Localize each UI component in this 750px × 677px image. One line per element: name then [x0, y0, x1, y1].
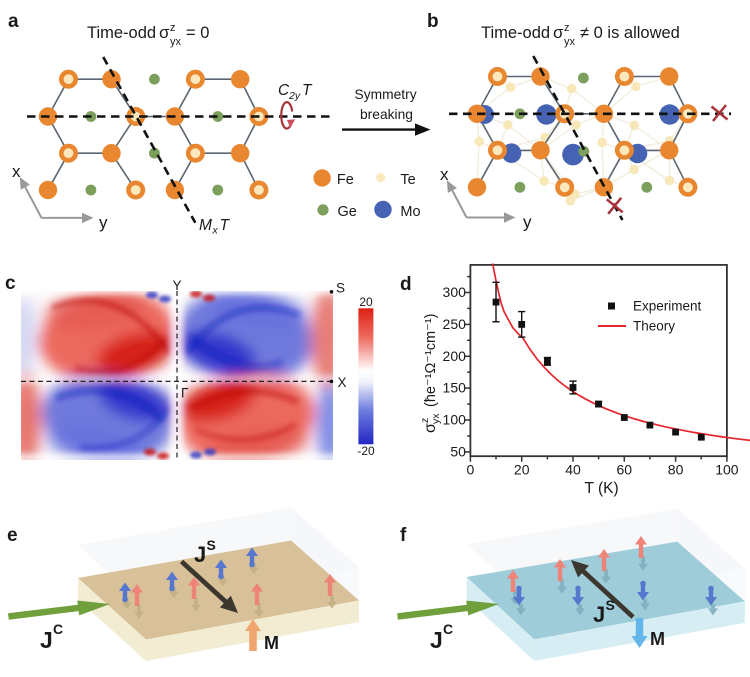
svg-text:breaking: breaking	[360, 107, 413, 122]
svg-text:yx: yx	[170, 36, 182, 48]
svg-text:80: 80	[668, 462, 684, 478]
svg-text:σ: σ	[159, 23, 170, 42]
svg-text:c: c	[5, 273, 16, 294]
svg-text:S: S	[606, 597, 615, 613]
svg-text:X: X	[338, 375, 347, 390]
svg-text:x: x	[440, 165, 449, 184]
svg-text:Experiment: Experiment	[633, 299, 702, 314]
svg-text:y: y	[99, 213, 108, 232]
svg-text:100: 100	[443, 412, 467, 428]
svg-text:Time-odd: Time-odd	[481, 24, 550, 42]
svg-text:z: z	[170, 22, 176, 34]
svg-text:z: z	[419, 418, 431, 423]
svg-text:-20: -20	[357, 444, 375, 458]
svg-text:100: 100	[715, 462, 739, 478]
svg-text:b: b	[427, 11, 439, 32]
svg-text:60: 60	[617, 462, 633, 478]
svg-text:Te: Te	[400, 172, 415, 188]
svg-text:x: x	[212, 225, 219, 237]
svg-text:M: M	[650, 629, 665, 649]
svg-text:(ħe⁻¹Ω⁻¹cm⁻¹): (ħe⁻¹Ω⁻¹cm⁻¹)	[423, 314, 439, 407]
svg-text:J: J	[40, 627, 53, 653]
svg-text:Time-odd: Time-odd	[87, 24, 156, 42]
svg-text:Mo: Mo	[400, 204, 420, 220]
svg-text:C: C	[278, 82, 290, 99]
svg-text:200: 200	[443, 348, 467, 364]
svg-text:yx: yx	[430, 413, 442, 424]
svg-text:0: 0	[467, 462, 475, 478]
svg-text:= 0: = 0	[186, 24, 209, 42]
svg-text:M: M	[264, 633, 279, 653]
svg-text:20: 20	[514, 462, 530, 478]
svg-text:yx: yx	[564, 36, 576, 48]
svg-text:Γ: Γ	[181, 386, 189, 401]
svg-text:Ge: Ge	[338, 204, 357, 220]
svg-text:Fe: Fe	[337, 172, 354, 188]
svg-text:z: z	[564, 22, 570, 34]
svg-text:C: C	[443, 621, 453, 637]
svg-text:f: f	[400, 525, 407, 546]
svg-text:300: 300	[443, 284, 467, 300]
svg-text:y: y	[523, 213, 532, 232]
svg-text:S: S	[336, 281, 345, 296]
svg-text:J: J	[194, 542, 206, 567]
svg-text:Theory: Theory	[633, 319, 675, 334]
svg-text:50: 50	[450, 443, 466, 459]
svg-text:Symmetry: Symmetry	[355, 87, 417, 102]
svg-text:e: e	[7, 525, 18, 546]
svg-text:40: 40	[565, 462, 581, 478]
svg-text:x: x	[12, 162, 21, 181]
svg-text:150: 150	[443, 380, 467, 396]
svg-text:J: J	[430, 627, 443, 653]
svg-text:T: T	[220, 217, 231, 234]
svg-text:2y: 2y	[288, 90, 301, 102]
svg-text:σ: σ	[422, 423, 439, 433]
svg-text:S: S	[207, 537, 216, 553]
svg-text:a: a	[8, 11, 19, 32]
svg-text:T: T	[302, 82, 313, 99]
svg-text:J: J	[593, 602, 605, 627]
svg-text:Y: Y	[172, 278, 181, 293]
svg-text:C: C	[53, 621, 63, 637]
svg-text:20: 20	[359, 295, 373, 309]
svg-text:σ: σ	[553, 23, 564, 42]
svg-text:≠ 0 is allowed: ≠ 0 is allowed	[580, 24, 680, 42]
svg-text:M: M	[199, 217, 212, 234]
svg-text:250: 250	[443, 316, 467, 332]
svg-text:d: d	[400, 274, 412, 295]
svg-text:T (K): T (K)	[585, 480, 619, 497]
